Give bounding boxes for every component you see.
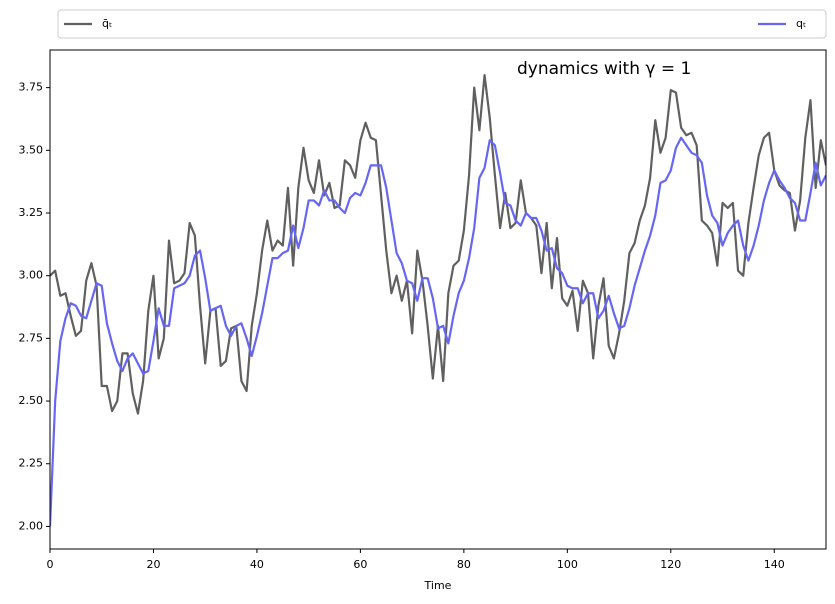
y-tick-label: 3.75 [19,81,44,94]
x-tick-label: 20 [146,558,160,571]
y-tick-label: 3.25 [19,206,44,219]
series-line [50,136,826,527]
legend-label: qₜ [796,17,806,30]
x-tick-label: 0 [47,558,54,571]
x-tick-label: 60 [353,558,367,571]
y-tick-label: 2.50 [19,394,44,407]
y-tick-label: 2.75 [19,331,44,344]
y-tick-label: 3.00 [19,269,44,282]
x-tick-label: 100 [557,558,578,571]
x-tick-label: 140 [764,558,785,571]
y-tick-label: 2.25 [19,457,44,470]
legend-box [57,9,827,39]
x-tick-label: 120 [660,558,681,571]
series-line [50,73,826,415]
plot-frame [49,49,827,550]
x-tick-label: 40 [250,558,264,571]
annotation: dynamics with γ = 1 [517,59,691,79]
x-axis-label: Time [424,579,452,592]
plot-area [50,73,826,527]
y-tick-label: 3.50 [19,143,44,156]
x-tick-label: 80 [457,558,471,571]
y-tick-label: 2.00 [19,519,44,532]
legend-label: q̄ₜ [102,17,112,30]
